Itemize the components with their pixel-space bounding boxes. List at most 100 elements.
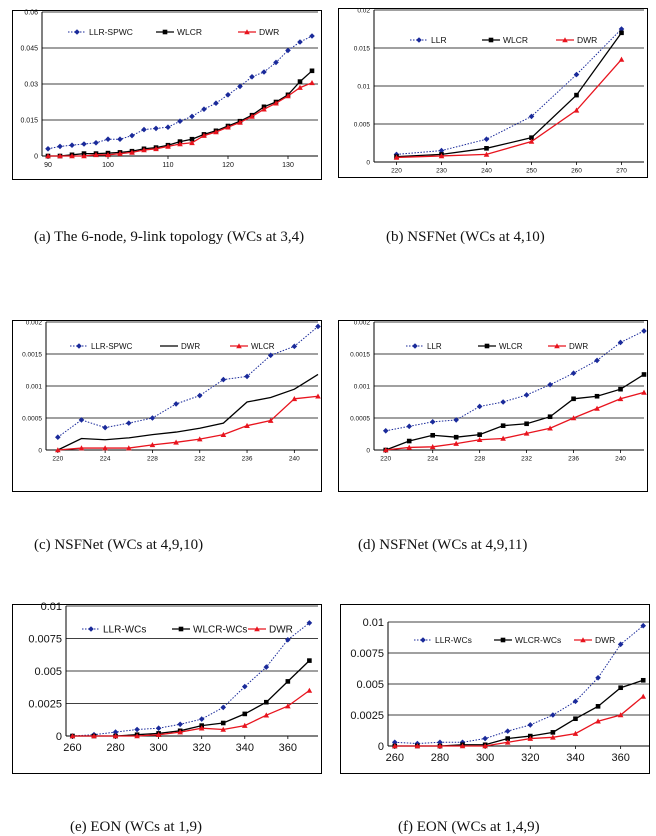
data-point — [102, 445, 108, 451]
data-point — [297, 79, 303, 84]
x-tick-label: 300 — [149, 742, 167, 754]
data-point — [309, 68, 315, 74]
x-tick-label: 228 — [474, 456, 485, 463]
series-line — [72, 689, 310, 737]
legend-entry: DWR — [248, 625, 293, 636]
legend-marker — [178, 626, 184, 632]
y-tick-label: 0.015 — [20, 117, 38, 124]
data-point — [574, 92, 579, 98]
legend-label: DWR — [577, 35, 597, 45]
series-line — [57, 395, 319, 451]
data-point — [189, 113, 195, 120]
chart-panel-d: 0 0.0005 0.001 0.0015 0.002 220 224 228 232 236 24… — [338, 319, 648, 492]
data-point — [547, 381, 553, 388]
data-point — [617, 339, 624, 346]
y-tick-label: 0 — [34, 153, 38, 160]
data-point — [550, 730, 556, 735]
data-point — [177, 729, 183, 735]
data-point — [198, 725, 205, 731]
x-tick-label: 250 — [526, 168, 537, 175]
data-point — [241, 722, 248, 728]
x-tick-label: 130 — [282, 162, 294, 169]
series-wlcr — [55, 393, 321, 453]
data-point — [237, 119, 243, 125]
data-point — [291, 396, 298, 402]
data-point — [572, 730, 579, 736]
data-point — [453, 434, 459, 440]
data-point — [618, 386, 623, 392]
data-point — [242, 711, 248, 717]
data-point — [504, 728, 511, 734]
data-point — [640, 622, 647, 629]
data-point — [81, 153, 87, 159]
data-point — [438, 153, 445, 159]
x-tick-label: 236 — [568, 456, 579, 463]
data-point — [406, 423, 413, 430]
data-point — [125, 420, 132, 426]
data-point — [267, 417, 274, 423]
legend-marker — [416, 37, 422, 43]
data-point — [504, 739, 511, 745]
data-point — [391, 743, 398, 749]
data-point — [149, 442, 156, 448]
y-tick-label: 0 — [56, 731, 62, 743]
data-point — [640, 677, 646, 683]
x-tick-label: 360 — [279, 742, 297, 754]
data-point — [153, 146, 159, 152]
data-point — [165, 143, 171, 149]
data-point — [391, 739, 398, 746]
legend-label: DWR — [181, 342, 200, 351]
x-tick-label: 110 — [162, 162, 173, 169]
legend-marker — [420, 637, 426, 643]
data-point — [225, 124, 231, 130]
data-point — [570, 415, 577, 421]
series-llr-spwc — [45, 33, 315, 152]
data-point — [594, 393, 600, 399]
y-tick-label: 0.0025 — [28, 698, 62, 710]
legend-entry: WLCR-WCs — [494, 635, 561, 645]
legend-marker — [244, 29, 250, 35]
data-point — [307, 658, 312, 663]
legend-entry: WLCR — [482, 35, 528, 45]
data-point — [220, 720, 226, 726]
data-point — [141, 147, 147, 153]
y-tick-label: 0.01 — [357, 83, 370, 90]
series-line — [57, 326, 319, 438]
data-point — [263, 664, 270, 670]
x-tick-label: 228 — [147, 456, 158, 463]
y-tick-label: 0.005 — [34, 666, 62, 678]
y-tick-label: 0.01 — [363, 617, 384, 629]
legend-entry: WLCR — [230, 342, 275, 351]
data-point — [155, 731, 162, 737]
legend-label: WLCR — [499, 342, 523, 351]
data-point — [267, 352, 274, 359]
data-point — [201, 106, 207, 112]
y-tick-label: 0 — [366, 159, 370, 166]
data-point — [547, 414, 553, 420]
legend-entry: WLCR-WCs — [172, 625, 247, 636]
data-point — [505, 736, 511, 741]
data-point — [55, 434, 61, 440]
series-wlcr — [394, 30, 624, 159]
y-tick-label: 0.0005 — [350, 415, 370, 422]
data-point — [641, 328, 647, 334]
data-point — [309, 80, 315, 86]
data-point — [261, 106, 267, 112]
legend-label: DWR — [569, 342, 588, 351]
data-point — [437, 743, 443, 749]
data-point — [55, 447, 61, 453]
x-tick-label: 320 — [193, 742, 211, 754]
data-point — [617, 641, 624, 648]
data-point — [198, 716, 205, 722]
data-point — [297, 84, 303, 90]
data-point — [315, 323, 321, 330]
y-tick-label: 0 — [366, 447, 370, 454]
caption-a: (a) The 6-node, 9-link topology (WCs at … — [34, 229, 305, 245]
legend-entry: LLR — [406, 342, 442, 351]
y-tick-label: 0.03 — [24, 81, 38, 88]
series-line — [394, 695, 644, 747]
data-point — [78, 445, 85, 451]
x-tick-label: 224 — [100, 456, 111, 463]
data-point — [527, 722, 534, 728]
chart-panel-a: 0 0.015 0.03 0.045 0.06 90 100 110 120 130 LLR-SPW… — [12, 9, 322, 180]
